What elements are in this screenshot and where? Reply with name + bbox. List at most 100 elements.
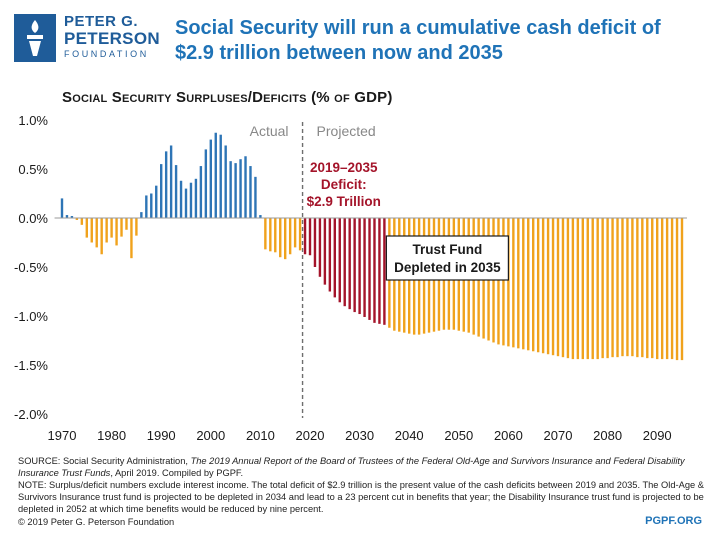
bar — [333, 218, 336, 298]
torch-icon — [14, 14, 56, 62]
bar — [566, 218, 570, 359]
bar — [80, 218, 84, 225]
y-tick-label: -1.0% — [14, 309, 48, 324]
x-tick-label: 2090 — [643, 428, 672, 443]
bar — [254, 176, 257, 218]
bar — [120, 218, 123, 237]
bar — [378, 218, 381, 324]
source-prefix: SOURCE: Social Security Administration, — [18, 456, 191, 466]
bar — [284, 218, 287, 260]
bar — [269, 218, 272, 252]
bar — [522, 218, 525, 350]
bar — [363, 218, 366, 317]
bar — [497, 218, 500, 345]
bar — [308, 218, 312, 256]
bar — [651, 218, 654, 359]
bar — [229, 161, 232, 218]
bar — [303, 218, 307, 255]
bar — [110, 218, 113, 238]
bar — [160, 164, 163, 218]
bar — [611, 218, 614, 358]
bar — [219, 134, 222, 218]
bar — [368, 218, 371, 320]
bar — [204, 149, 208, 218]
bar — [105, 218, 108, 243]
bar — [383, 218, 386, 325]
deficit-annotation: $2.9 Trillion — [307, 194, 381, 209]
bar — [527, 218, 530, 351]
bar — [209, 139, 212, 218]
bar — [239, 159, 242, 218]
bar — [596, 218, 599, 360]
bar — [373, 218, 376, 323]
bar — [234, 163, 237, 218]
bar — [125, 218, 128, 230]
bar — [174, 165, 178, 218]
bar — [353, 218, 356, 313]
bar — [328, 218, 332, 292]
y-tick-label: -0.5% — [14, 260, 48, 275]
bar — [150, 193, 153, 218]
bar — [348, 218, 351, 310]
bar — [532, 218, 535, 352]
bar — [606, 218, 609, 359]
x-tick-label: 2040 — [395, 428, 424, 443]
bar — [179, 180, 183, 218]
bar — [279, 218, 282, 258]
logo-line-3: FOUNDATION — [64, 49, 149, 59]
bar — [601, 218, 604, 359]
projected-label: Projected — [317, 123, 376, 139]
trust-fund-box — [385, 235, 509, 281]
chart-title: Social Security Surpluses/Deficits (% of… — [62, 89, 393, 106]
bar — [670, 218, 674, 360]
x-tick-label: 2030 — [345, 428, 374, 443]
bar — [546, 218, 550, 355]
bar — [274, 218, 277, 253]
bar — [293, 218, 297, 248]
actual-label: Actual — [250, 123, 289, 139]
bar — [318, 218, 322, 277]
bar — [224, 145, 227, 218]
trust-fund-label-line-1: Trust Fund — [413, 242, 483, 257]
bar — [343, 218, 346, 307]
bar — [338, 218, 341, 303]
bar — [551, 218, 555, 356]
bar — [631, 218, 634, 357]
bar — [214, 132, 217, 218]
trust-fund-label-line-2: Depleted in 2035 — [394, 260, 501, 275]
headline: Social Security will run a cumulative ca… — [175, 17, 661, 64]
x-tick-label: 2020 — [296, 428, 325, 443]
bar — [259, 215, 262, 218]
bar — [95, 218, 98, 248]
copyright: © 2019 Peter G. Peterson Foundation — [18, 517, 175, 527]
bar — [641, 218, 644, 358]
bar — [298, 218, 302, 251]
y-tick-label: 1.0% — [18, 113, 48, 128]
x-tick-label: 1990 — [147, 428, 176, 443]
bar — [199, 166, 203, 218]
bar — [591, 218, 594, 360]
y-tick-label: -1.5% — [14, 358, 48, 373]
bar — [646, 218, 649, 359]
bar — [323, 218, 327, 285]
y-tick-label: -2.0% — [14, 407, 48, 422]
bar — [169, 145, 173, 218]
bar — [536, 218, 540, 353]
notes: SOURCE: Social Security Administration, … — [18, 455, 708, 515]
bar — [581, 218, 584, 360]
bar — [184, 188, 188, 218]
bar — [244, 156, 247, 218]
x-tick-label: 2080 — [593, 428, 622, 443]
x-tick-label: 2010 — [246, 428, 275, 443]
bar — [189, 182, 193, 218]
site-link[interactable]: PGPF.ORG — [645, 515, 702, 527]
bar — [561, 218, 565, 358]
bar — [502, 218, 505, 346]
bar — [90, 218, 93, 243]
bar — [586, 218, 589, 360]
y-tick-label: 0.5% — [18, 162, 48, 177]
bar — [512, 218, 515, 348]
bar — [164, 151, 168, 218]
logo-line-2: PETERSON — [64, 29, 160, 48]
bar — [65, 215, 69, 218]
